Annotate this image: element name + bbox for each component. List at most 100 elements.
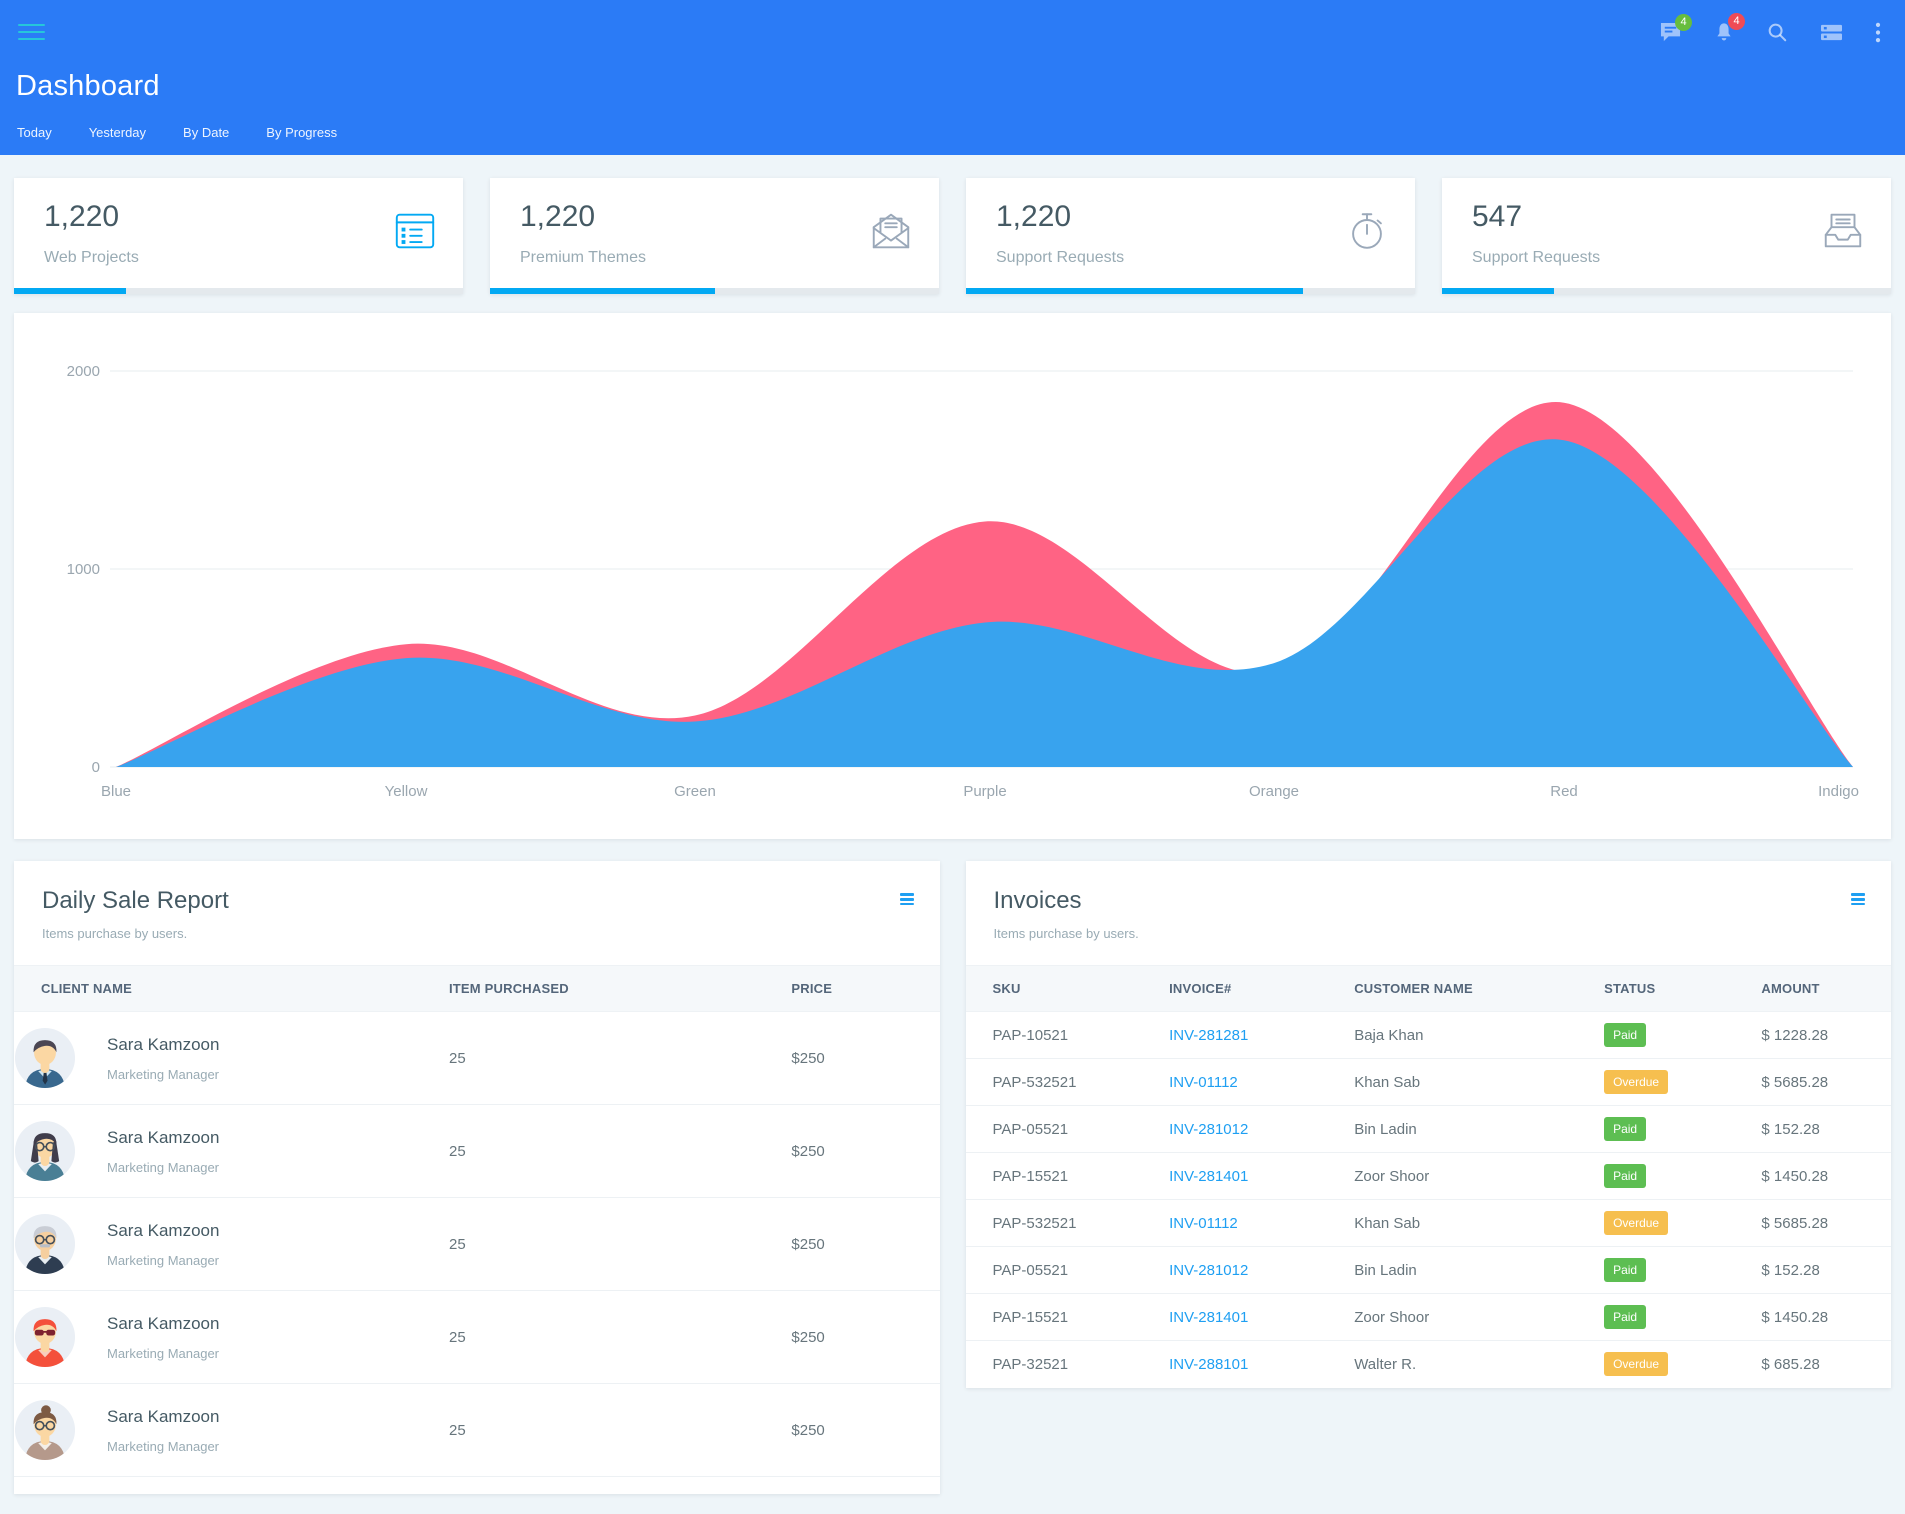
hamburger-icon[interactable] bbox=[16, 15, 47, 49]
amount: $ 152.28 bbox=[1761, 1105, 1891, 1153]
chart-x-tick: Purple bbox=[963, 783, 1006, 800]
client-avatar bbox=[14, 1027, 76, 1089]
client-role: Marketing Manager bbox=[107, 1345, 219, 1361]
client-role: Marketing Manager bbox=[107, 1066, 219, 1082]
chart-y-tick: 0 bbox=[92, 759, 100, 776]
customer-name: Walter R. bbox=[1354, 1355, 1417, 1373]
table-row: PAP-10521 INV-281281 Baja Khan Paid $ 12… bbox=[965, 1011, 1891, 1059]
table-row: Sara Kamzoon Marketing Manager 25 $250 bbox=[14, 1104, 940, 1198]
client-avatar bbox=[14, 1306, 76, 1368]
chart-x-tick: Green bbox=[674, 783, 716, 800]
table-row: Sara Kamzoon Marketing Manager 25 $250 bbox=[14, 1383, 940, 1477]
sku: PAP-532521 bbox=[965, 1199, 1170, 1247]
column-header: AMOUNT bbox=[1761, 965, 1891, 1012]
status-badge: Overdue bbox=[1604, 1352, 1669, 1377]
client-name: Sara Kamzoon bbox=[107, 1220, 220, 1240]
column-header: ITEM PURCHASED bbox=[448, 965, 792, 1012]
amount: $ 1228.28 bbox=[1761, 1011, 1891, 1059]
customer-name: Bin Ladin bbox=[1354, 1246, 1605, 1294]
table-row: PAP-32521 INV-288101 Walter R. Overdue $… bbox=[966, 1341, 1892, 1388]
status-badge: Paid bbox=[1604, 1258, 1647, 1282]
sku: PAP-10521 bbox=[965, 1011, 1170, 1059]
invoice-link[interactable]: INV-281012 bbox=[1169, 1120, 1249, 1138]
tab-today[interactable]: Today bbox=[17, 125, 52, 140]
price: $250 bbox=[791, 1011, 940, 1105]
client-avatar bbox=[14, 1120, 76, 1182]
price: $250 bbox=[791, 1104, 940, 1198]
chart-card: 0 1000 2000 Blue Yellow Green Purple Orange Red I… bbox=[14, 313, 1891, 839]
stat-card-0: 1,220 Web Projects bbox=[14, 178, 463, 294]
invoice-link[interactable]: INV-01112 bbox=[1169, 1073, 1238, 1091]
status-badge: Overdue bbox=[1604, 1070, 1669, 1094]
stat-card-3: 547 Support Requests bbox=[1442, 178, 1891, 294]
customer-name: Zoor Shoor bbox=[1354, 1152, 1605, 1200]
customer-name: Zoor Shoor bbox=[1354, 1293, 1605, 1341]
table-row: PAP-05521 INV-281012 Bin Ladin Paid $ 15… bbox=[965, 1105, 1891, 1153]
client-role: Marketing Manager bbox=[107, 1159, 219, 1175]
stat-value: 1,220 bbox=[996, 200, 1072, 233]
column-header: CLIENT NAME bbox=[14, 965, 449, 1012]
card-title: Invoices bbox=[993, 887, 1082, 914]
messages-badge: 4 bbox=[1675, 13, 1692, 31]
stat-card-2: 1,220 Support Requests bbox=[966, 178, 1415, 294]
daily-sale-card: Daily Sale Report Items purchase by user… bbox=[14, 861, 940, 1494]
invoice-link[interactable]: INV-281401 bbox=[1169, 1308, 1249, 1326]
tab-by-date[interactable]: By Date bbox=[183, 125, 230, 140]
stat-progress-fill bbox=[490, 288, 715, 294]
column-header: STATUS bbox=[1604, 965, 1762, 1012]
card-subtitle: Items purchase by users. bbox=[993, 926, 1139, 941]
client-role: Marketing Manager bbox=[107, 1252, 219, 1268]
item-purchased: 25 bbox=[448, 1104, 792, 1198]
tab-by-progress[interactable]: By Progress bbox=[266, 125, 338, 140]
client-name: Sara Kamzoon bbox=[107, 1406, 220, 1426]
customer-name: Khan Sab bbox=[1354, 1199, 1605, 1247]
chart-x-tick: Yellow bbox=[385, 783, 428, 800]
stat-card-1: 1,220 Premium Themes bbox=[490, 178, 939, 294]
status-badge: Overdue bbox=[1604, 1211, 1669, 1235]
client-avatar bbox=[14, 1213, 76, 1275]
status-badge: Paid bbox=[1604, 1305, 1647, 1329]
stat-label: Support Requests bbox=[996, 249, 1125, 266]
invoices-card: Invoices Items purchase by users. SKU INV… bbox=[965, 861, 1892, 1388]
price: $250 bbox=[791, 1290, 940, 1384]
client-role: Marketing Manager bbox=[107, 1438, 219, 1454]
invoice-link[interactable]: INV-281281 bbox=[1169, 1026, 1249, 1044]
status-badge: Paid bbox=[1604, 1164, 1647, 1188]
stat-value: 1,220 bbox=[520, 200, 596, 233]
glasses bbox=[34, 1141, 56, 1152]
kebab-menu-icon[interactable] bbox=[1875, 21, 1881, 44]
invoice-link[interactable]: INV-281012 bbox=[1169, 1261, 1249, 1279]
inbox-tray-icon bbox=[1820, 208, 1866, 267]
invoice-link[interactable]: INV-288101 bbox=[1169, 1355, 1249, 1373]
amount: $ 1450.28 bbox=[1761, 1152, 1891, 1200]
mustache bbox=[39, 1244, 51, 1248]
area-chart: 0 1000 2000 Blue Yellow Green Purple Orange Red I… bbox=[67, 363, 1859, 800]
card-menu-icon[interactable] bbox=[898, 889, 916, 910]
amount: $ 685.28 bbox=[1761, 1355, 1820, 1373]
stat-progress-track bbox=[966, 288, 1415, 294]
mega-menu-icon[interactable] bbox=[1819, 22, 1844, 43]
price: $250 bbox=[791, 1197, 940, 1291]
search-icon[interactable] bbox=[1766, 21, 1788, 43]
chart-x-tick: Red bbox=[1550, 783, 1578, 800]
stat-progress-fill bbox=[1442, 288, 1555, 294]
column-header: CUSTOMER NAME bbox=[1354, 965, 1605, 1012]
sku: PAP-15521 bbox=[965, 1152, 1170, 1200]
stat-progress-track bbox=[490, 288, 939, 294]
card-menu-icon[interactable] bbox=[1849, 889, 1867, 910]
series-blue-area bbox=[116, 439, 1853, 767]
client-name: Sara Kamzoon bbox=[107, 1127, 220, 1147]
amount: $ 1450.28 bbox=[1761, 1293, 1891, 1341]
tab-yesterday[interactable]: Yesterday bbox=[88, 125, 147, 140]
chart-y-tick: 1000 bbox=[67, 561, 100, 578]
messages-icon[interactable]: 4 bbox=[1659, 13, 1692, 43]
column-header: INVOICE# bbox=[1169, 965, 1355, 1012]
invoice-link[interactable]: INV-281401 bbox=[1169, 1167, 1249, 1185]
invoice-link[interactable]: INV-01112 bbox=[1169, 1214, 1238, 1232]
sku: PAP-05521 bbox=[965, 1105, 1170, 1153]
client-name: Sara Kamzoon bbox=[107, 1034, 220, 1054]
stat-value: 1,220 bbox=[44, 200, 120, 233]
stat-label: Web Projects bbox=[44, 249, 139, 266]
notifications-bell-icon[interactable]: 4 bbox=[1713, 12, 1745, 44]
invoices-table: SKU INVOICE# CUSTOMER NAME STATUS AMOUNT PAP… bbox=[965, 965, 1892, 1388]
